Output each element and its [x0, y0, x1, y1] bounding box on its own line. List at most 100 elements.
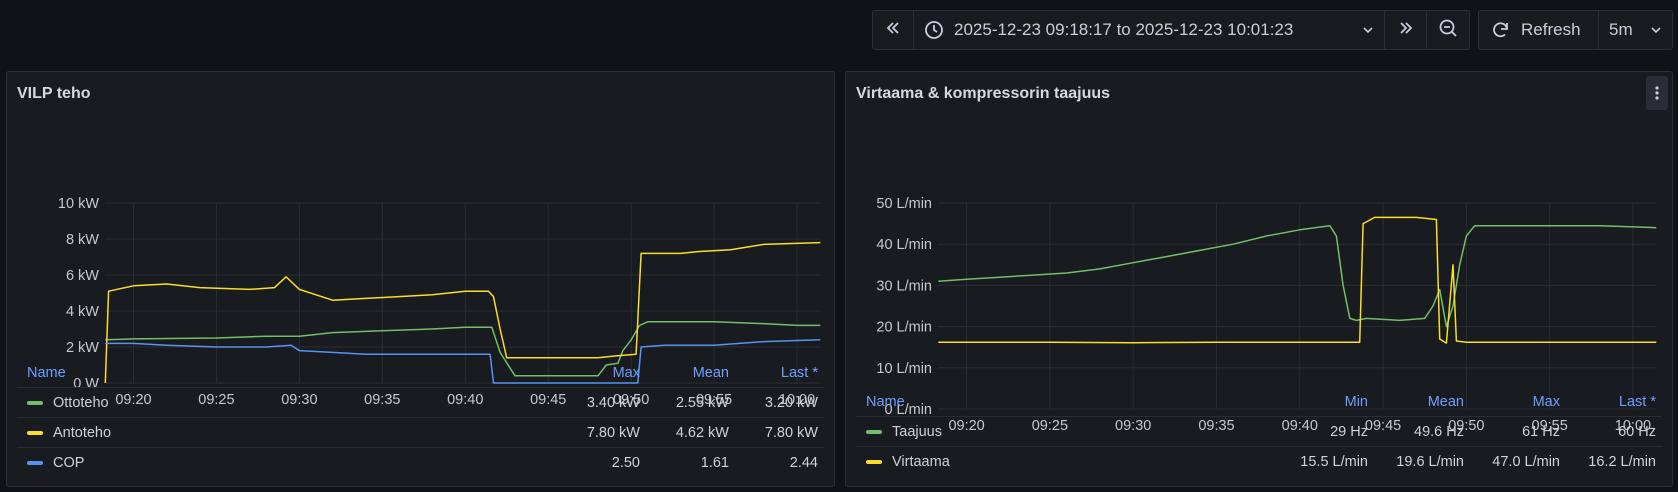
series-line-cop — [105, 339, 821, 384]
y-tick-label: 30 L/min — [876, 278, 932, 294]
x-tick-label: 09:50 — [1448, 418, 1484, 434]
panel-title: VILP teho — [17, 85, 91, 102]
legend-header-max[interactable]: Max — [1532, 394, 1560, 410]
time-range-picker[interactable]: 2025-12-23 09:18:17 to 2025-12-23 10:01:… — [914, 11, 1385, 49]
x-tick-label: 10:00 — [1615, 418, 1651, 434]
legend-mean-value: 1.61 — [700, 454, 729, 471]
legend-mean-value: 4.62 kW — [675, 424, 729, 441]
panel-menu-button[interactable] — [1646, 76, 1668, 110]
legend-row[interactable]: COP 2.50 1.61 2.44 — [17, 447, 824, 477]
vilp-teho-legend: Name Max Mean Last * Ottoteho 3.40 kW 2.… — [17, 359, 824, 477]
legend-max-value: 2.50 — [611, 454, 640, 471]
x-tick-label: 09:20 — [948, 418, 984, 434]
panel-title: Virtaama & kompressorin taajuus — [856, 85, 1111, 102]
legend-last-value: 3.20 kW — [764, 394, 818, 411]
series-line-antoteho — [104, 241, 821, 384]
legend-row[interactable]: Virtaama 15.5 L/min 19.6 L/min 47.0 L/mi… — [856, 446, 1662, 476]
legend-last-value: 16.2 L/min — [1588, 453, 1656, 470]
legend-header-min[interactable]: Min — [1344, 394, 1368, 410]
legend-header-name[interactable]: Name — [27, 365, 66, 381]
series-name: COP — [53, 454, 85, 471]
x-tick-label: 09:50 — [613, 392, 649, 408]
time-range-text: 2025-12-23 09:18:17 to 2025-12-23 10:01:… — [954, 20, 1294, 39]
clock-icon — [924, 20, 944, 40]
x-tick-label: 09:25 — [1032, 418, 1068, 434]
vilp-teho-chart: 0 W 2 kW 4 kW 6 kW 8 kW 10 kW 09:20 09:25 09:30 0… — [58, 196, 821, 408]
y-tick-label: 0 W — [73, 376, 99, 392]
chevrons-right-icon — [1399, 20, 1413, 40]
refresh-icon — [1491, 20, 1511, 40]
more-vertical-icon — [1655, 85, 1659, 101]
virtaama-chart: 0 L/min 10 L/min 20 L/min 30 L/min 40 L/min 5… — [876, 196, 1657, 434]
x-tick-label: 09:35 — [1198, 418, 1234, 434]
y-tick-label: 6 kW — [66, 268, 99, 284]
series-name: Taajuus — [892, 423, 942, 440]
legend-header-last[interactable]: Last * — [780, 365, 818, 381]
legend-mean-value: 49.6 Hz — [1414, 423, 1464, 440]
shift-forward-button[interactable] — [1385, 11, 1427, 49]
series-name: Ottoteho — [53, 394, 109, 411]
x-tick-label: 09:30 — [281, 392, 317, 408]
x-tick-label: 09:55 — [1532, 418, 1568, 434]
x-tick-label: 10:00 — [779, 392, 815, 408]
series-line-virtaama — [938, 216, 1657, 344]
zoom-out-button[interactable] — [1427, 11, 1469, 49]
x-tick-label: 09:25 — [198, 392, 234, 408]
legend-max-value: 61 Hz — [1522, 423, 1560, 440]
x-tick-label: 09:30 — [1115, 418, 1151, 434]
panel-virtaama: Virtaama & kompressorin taajuus 0 L/min 1… — [845, 71, 1673, 487]
shift-back-button[interactable] — [873, 11, 914, 49]
legend-header-mean[interactable]: Mean — [1427, 394, 1464, 410]
series-color-swatch — [27, 460, 43, 465]
y-tick-label: 0 L/min — [884, 402, 932, 418]
legend-row[interactable]: Taajuus 29 Hz 49.6 Hz 61 Hz 60 Hz — [856, 416, 1662, 446]
refresh-group: Refresh 5m — [1478, 10, 1673, 50]
legend-mean-value: 2.55 kW — [675, 394, 729, 411]
x-tick-label: 09:55 — [696, 392, 732, 408]
series-line-taajuus — [938, 224, 1657, 328]
refresh-interval-picker[interactable]: 5m — [1599, 11, 1672, 49]
series-color-swatch — [27, 430, 43, 435]
y-tick-label: 2 kW — [66, 340, 99, 356]
legend-mean-value: 19.6 L/min — [1396, 453, 1464, 470]
x-tick-label: 09:40 — [1282, 418, 1318, 434]
series-name: Virtaama — [892, 453, 950, 470]
x-tick-label: 09:45 — [1365, 418, 1401, 434]
legend-header-mean[interactable]: Mean — [692, 365, 729, 381]
legend-last-value: 60 Hz — [1618, 423, 1656, 440]
x-tick-label: 09:45 — [530, 392, 566, 408]
series-color-swatch — [866, 459, 882, 464]
legend-last-value: 7.80 kW — [764, 424, 818, 441]
virtaama-legend: Name Min Mean Max Last * Taajuus 29 Hz 4… — [856, 388, 1662, 476]
y-tick-label: 20 L/min — [876, 320, 932, 336]
y-tick-label: 10 kW — [58, 196, 99, 212]
chevron-down-icon — [1650, 24, 1662, 36]
y-tick-label: 10 L/min — [876, 361, 932, 377]
series-line-ottoteho — [105, 321, 821, 377]
y-tick-label: 50 L/min — [876, 196, 932, 212]
legend-max-value: 7.80 kW — [586, 424, 640, 441]
time-range-group: 2025-12-23 09:18:17 to 2025-12-23 10:01:… — [872, 10, 1470, 50]
legend-header-last[interactable]: Last * — [1618, 394, 1656, 410]
x-tick-label: 09:35 — [364, 392, 400, 408]
refresh-label: Refresh — [1521, 20, 1581, 39]
legend-min-value: 29 Hz — [1330, 423, 1368, 440]
series-name: Antoteho — [53, 424, 112, 441]
x-tick-label: 09:20 — [115, 392, 151, 408]
y-tick-label: 8 kW — [66, 232, 99, 248]
x-tick-label: 09:40 — [447, 392, 483, 408]
legend-min-value: 15.5 L/min — [1300, 453, 1368, 470]
chevrons-left-icon — [886, 20, 900, 40]
legend-header: Name Max Mean Last * — [17, 359, 824, 387]
chevron-down-icon — [1362, 24, 1374, 36]
legend-header-name[interactable]: Name — [866, 394, 905, 410]
legend-row[interactable]: Ottoteho 3.40 kW 2.55 kW 3.20 kW — [17, 387, 824, 417]
zoom-out-icon — [1438, 18, 1458, 43]
legend-header-max[interactable]: Max — [612, 365, 640, 381]
legend-header: Name Min Mean Max Last * — [856, 388, 1662, 416]
legend-row[interactable]: Antoteho 7.80 kW 4.62 kW 7.80 kW — [17, 417, 824, 447]
series-color-swatch — [866, 429, 882, 434]
legend-max-value: 3.40 kW — [586, 394, 640, 411]
refresh-button[interactable]: Refresh — [1479, 11, 1599, 49]
